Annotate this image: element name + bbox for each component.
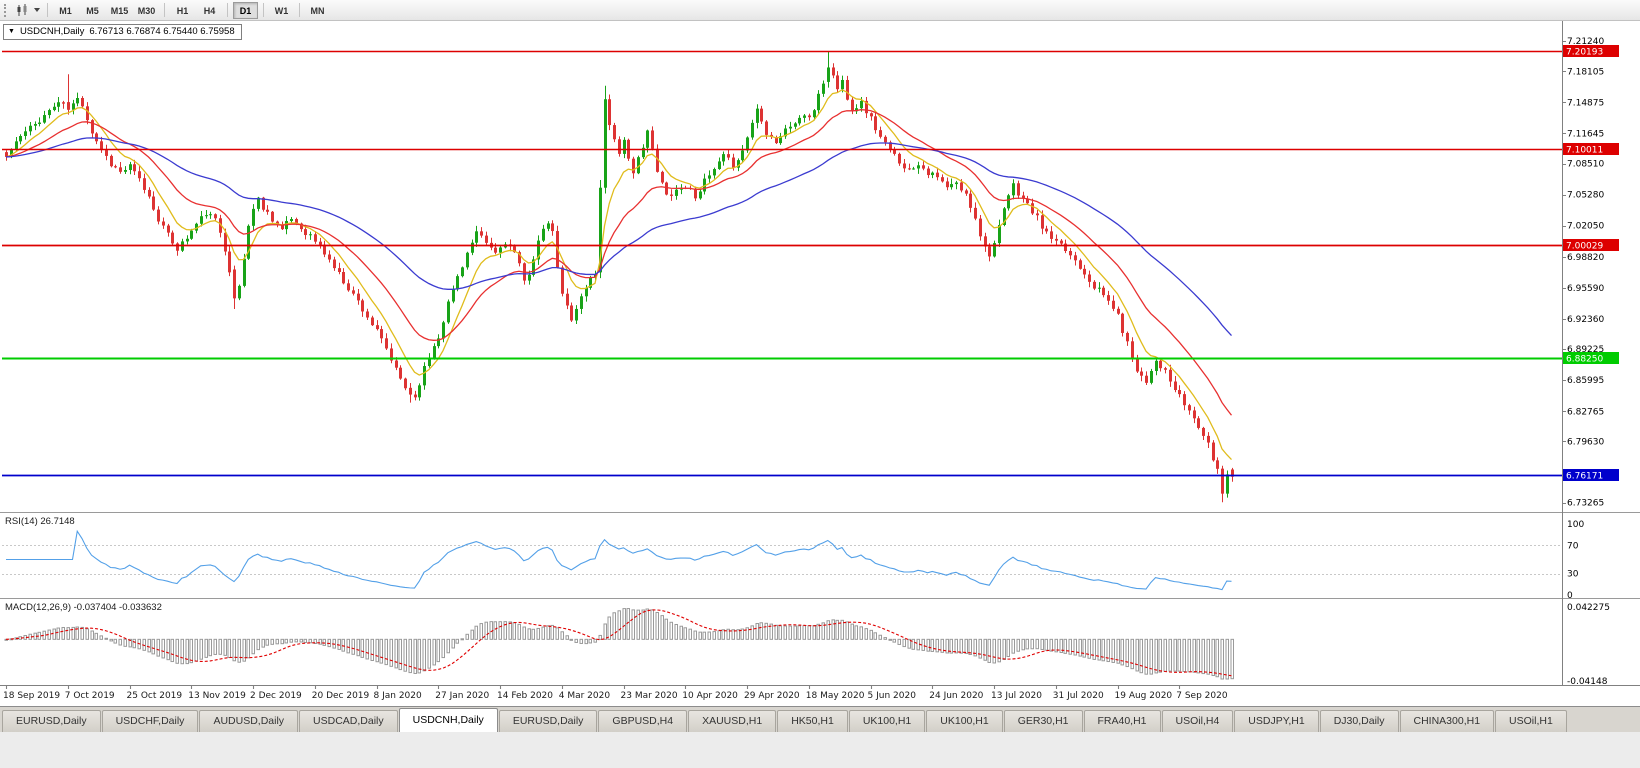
chart-tab-hk50-h1[interactable]: HK50,H1	[777, 710, 848, 732]
toolbar-separator	[47, 3, 48, 17]
chart-tab-usdchf-daily[interactable]: USDCHF,Daily	[101, 710, 199, 732]
timeframe-button-h1[interactable]: H1	[176, 5, 189, 16]
chart-symbol-period: USDCNH,Daily	[19, 26, 85, 37]
dropdown-caret-icon	[34, 8, 40, 12]
collapse-triangle-icon[interactable]: ▼	[8, 28, 15, 35]
timeframe-button-h4[interactable]: H4	[203, 5, 216, 16]
chart-tab-usoil-h1[interactable]: USOil,H1	[1495, 710, 1567, 732]
timeframe-button-d1[interactable]: D1	[233, 1, 258, 19]
toolbar-separator	[227, 3, 228, 17]
macd-indicator-label: MACD(12,26,9) -0.037404 -0.033632	[5, 602, 162, 613]
chart-tab-bar: EURUSD,Daily USDCHF,Daily AUDUSD,Daily USDC…	[0, 706, 1640, 732]
candlestick-chart-icon	[17, 3, 27, 16]
timeframe-button-group: M1 M5 M15 M30 H1 H4 D1 W1 MN	[52, 1, 331, 19]
chart-tab-dj30-daily[interactable]: DJ30,Daily	[1319, 710, 1399, 732]
timeframe-button-m15[interactable]: M15	[110, 5, 129, 16]
chart-tab-gbpusd-h4[interactable]: GBPUSD,H4	[598, 710, 688, 732]
chart-tab-uk100-h1[interactable]: UK100,H1	[848, 710, 926, 732]
chart-type-button[interactable]	[13, 1, 43, 19]
toolbar-separator	[299, 3, 300, 17]
chart-tab-eurusd-daily[interactable]: EURUSD,Daily	[498, 710, 598, 732]
chart-tab-xauusd-h1[interactable]: XAUUSD,H1	[688, 710, 777, 732]
chart-tab-usdjpy-h1[interactable]: USDJPY,H1	[1234, 710, 1319, 732]
timeframe-button-mn[interactable]: MN	[310, 5, 325, 16]
chart-tab-usdcnh-daily[interactable]: USDCNH,Daily	[398, 708, 498, 732]
chart-tab-fra40-h1[interactable]: FRA40,H1	[1083, 710, 1161, 732]
chart-tab-audusd-daily[interactable]: AUDUSD,Daily	[199, 710, 299, 732]
chart-title-box[interactable]: ▼ USDCNH,Daily 6.76713 6.76874 6.75440 6…	[3, 24, 242, 40]
chart-tab-eurusd-daily[interactable]: EURUSD,Daily	[2, 710, 101, 732]
toolbar-drag-handle[interactable]	[4, 3, 9, 17]
price-chart-canvas[interactable]	[0, 21, 1640, 706]
rsi-indicator-label: RSI(14) 26.7148	[5, 516, 75, 527]
toolbar-separator	[164, 3, 165, 17]
bottom-filler-strip	[0, 732, 1640, 768]
chart-window: ▼ USDCNH,Daily 6.76713 6.76874 6.75440 6…	[0, 21, 1640, 706]
timeframe-button-m30[interactable]: M30	[137, 5, 156, 16]
chart-ohlc-values: 6.76713 6.76874 6.75440 6.75958	[89, 26, 235, 37]
chart-tab-usoil-h4[interactable]: USOil,H4	[1161, 710, 1234, 732]
timeframe-button-m1[interactable]: M1	[59, 5, 72, 16]
chart-tab-ger30-h1[interactable]: GER30,H1	[1003, 710, 1083, 732]
chart-tab-usdcad-daily[interactable]: USDCAD,Daily	[299, 710, 398, 732]
timeframe-button-w1[interactable]: W1	[274, 5, 289, 16]
timeframe-button-m5[interactable]: M5	[86, 5, 99, 16]
toolbar-separator	[263, 3, 264, 17]
chart-tab-china300-h1[interactable]: CHINA300,H1	[1399, 710, 1495, 732]
chart-tab-uk100-h1[interactable]: UK100,H1	[926, 710, 1003, 732]
timeframe-toolbar: M1 M5 M15 M30 H1 H4 D1 W1 MN	[0, 0, 1640, 21]
